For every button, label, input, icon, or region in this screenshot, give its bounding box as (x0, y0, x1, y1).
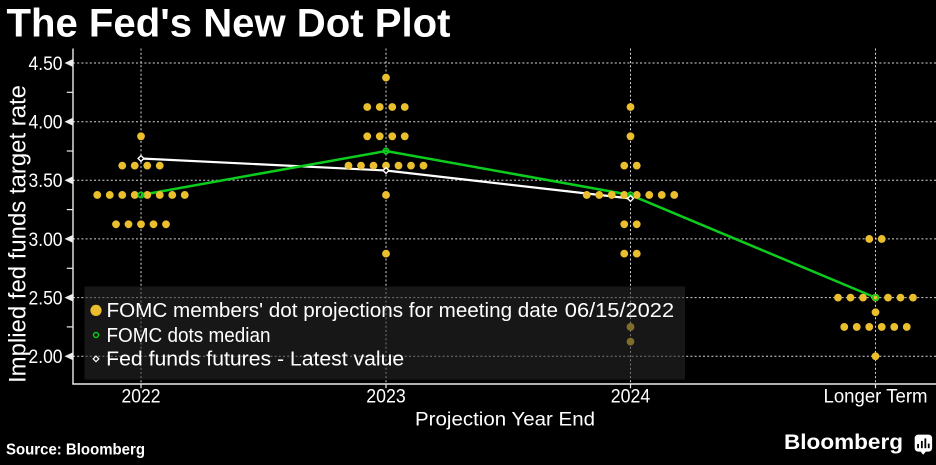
svg-text:Source: Bloomberg: Source: Bloomberg (6, 441, 145, 458)
svg-text:4.50: 4.50 (29, 54, 63, 75)
svg-text:2023: 2023 (366, 386, 406, 408)
svg-text:Implied fed funds target rate: Implied fed funds target rate (5, 85, 32, 383)
svg-text:3.00: 3.00 (29, 230, 63, 251)
svg-text:Fed funds futures - Latest val: Fed funds futures - Latest value (106, 348, 404, 370)
svg-text:FOMC dots median: FOMC dots median (107, 325, 271, 347)
svg-text:Bloomberg: Bloomberg (784, 431, 903, 454)
svg-text:Projection Year End: Projection Year End (415, 409, 595, 431)
svg-text:3.50: 3.50 (29, 171, 63, 192)
svg-text:4.00: 4.00 (29, 113, 63, 134)
svg-text:The Fed's New Dot Plot: The Fed's New Dot Plot (7, 2, 451, 46)
svg-text:2022: 2022 (122, 386, 161, 408)
svg-text:Longer Term: Longer Term (824, 386, 928, 408)
svg-text:2.00: 2.00 (29, 347, 63, 368)
svg-text:06/15/2022: 06/15/2022 (565, 300, 674, 322)
svg-text:2.50: 2.50 (29, 289, 63, 310)
svg-text:2024: 2024 (611, 386, 651, 408)
svg-text:FOMC members' dot projections: FOMC members' dot projections for meetin… (107, 300, 559, 322)
